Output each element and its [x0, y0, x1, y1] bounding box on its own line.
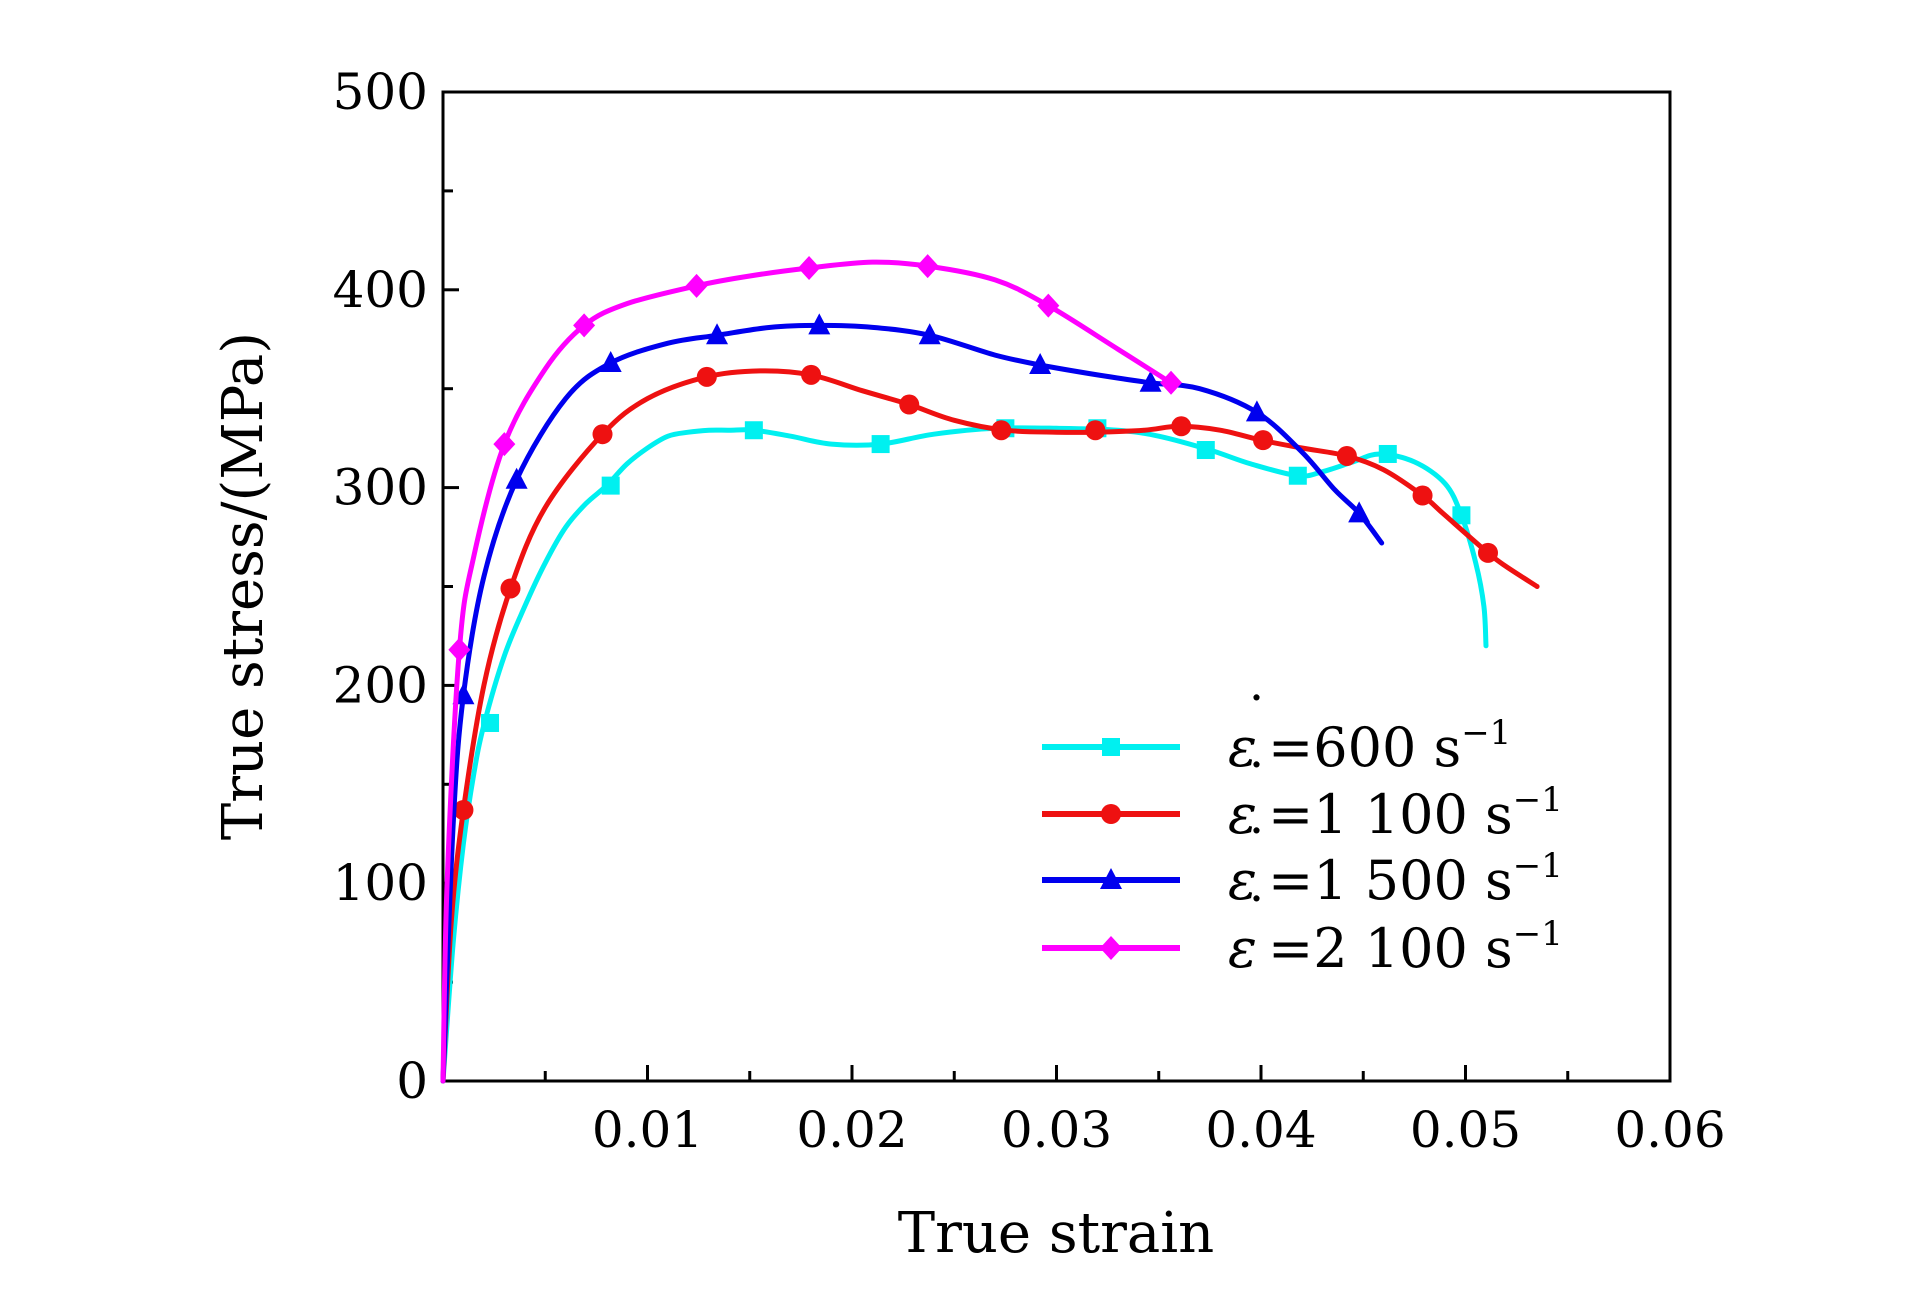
data-point — [801, 364, 822, 385]
y-axis-ticks: 0 100 200 300 400 500 — [333, 63, 459, 1110]
data-point — [448, 637, 471, 662]
data-point — [1245, 400, 1268, 422]
data-point — [493, 432, 516, 457]
data-point — [1477, 542, 1498, 563]
data-point — [685, 273, 708, 298]
data-point — [798, 256, 821, 281]
data-point — [1288, 466, 1307, 485]
legend-marker — [1100, 868, 1122, 889]
x-tick-label: 0.02 — [796, 1101, 907, 1159]
data-point — [1253, 430, 1274, 451]
y-tick-label: 0 — [396, 1052, 428, 1110]
data-point — [453, 800, 474, 821]
data-point — [706, 323, 729, 345]
data-point — [1196, 441, 1215, 460]
y-tick-label: 200 — [333, 656, 428, 714]
data-point — [599, 350, 622, 372]
data-point — [1160, 370, 1183, 395]
legend-marker — [1100, 936, 1122, 960]
series-2100 — [440, 254, 1183, 1084]
legend-entry-2100: ε˙=2 100 s−1 — [1042, 887, 1563, 980]
series-line-1100 — [440, 368, 1540, 1084]
data-point — [991, 420, 1012, 441]
data-point — [916, 254, 939, 279]
data-point — [500, 578, 521, 599]
legend-label: ε˙=1 500 s−1 — [1228, 819, 1563, 912]
data-point — [505, 467, 528, 489]
data-point — [871, 435, 890, 454]
series-line-600 — [440, 425, 1489, 1084]
y-tick-label: 300 — [333, 459, 428, 517]
series-layer — [440, 254, 1540, 1084]
x-tick-label: 0.01 — [592, 1101, 703, 1159]
data-point — [808, 313, 831, 335]
legend: ε˙=600 s−1ε˙=1 100 s−1ε˙=1 500 s−1ε˙=2 1… — [1042, 686, 1563, 980]
y-tick-label: 400 — [333, 261, 428, 319]
x-tick-label: 0.03 — [1001, 1101, 1112, 1159]
series-line-2100 — [440, 259, 1174, 1084]
data-point — [1037, 293, 1060, 318]
data-point — [573, 313, 596, 338]
data-point — [601, 476, 620, 495]
data-point — [1085, 420, 1106, 441]
legend-label: ε˙=600 s−1 — [1228, 686, 1511, 779]
data-point — [481, 713, 500, 732]
legend-marker — [1102, 738, 1120, 756]
legend-entry-1500: ε˙=1 500 s−1 — [1042, 819, 1563, 912]
legend-entry-1100: ε˙=1 100 s−1 — [1042, 753, 1563, 846]
data-point — [1029, 352, 1052, 374]
x-tick-label: 0.04 — [1205, 1101, 1316, 1159]
data-point — [1378, 444, 1397, 463]
data-point — [1452, 506, 1471, 525]
data-point — [899, 394, 920, 415]
data-point — [1336, 445, 1357, 466]
x-tick-label: 0.06 — [1614, 1101, 1725, 1159]
y-axis-title: True stress/(MPa) — [211, 332, 276, 840]
legend-entry-600: ε˙=600 s−1 — [1042, 686, 1511, 779]
series-1100 — [440, 364, 1540, 1084]
y-tick-label: 500 — [333, 63, 428, 121]
data-point — [696, 366, 717, 387]
data-point — [1412, 485, 1433, 506]
legend-marker — [1101, 804, 1121, 824]
y-tick-label: 100 — [333, 854, 428, 912]
x-axis-ticks: 0.01 0.02 0.03 0.04 0.05 0.06 — [543, 1065, 1726, 1159]
data-point — [918, 323, 941, 345]
legend-label: ε˙=2 100 s−1 — [1228, 887, 1563, 980]
legend-label: ε˙=1 100 s−1 — [1228, 753, 1563, 846]
data-point — [1348, 501, 1371, 523]
x-axis-title: True strain — [898, 1201, 1215, 1266]
x-tick-label: 0.05 — [1410, 1101, 1521, 1159]
data-point — [1139, 370, 1162, 392]
data-point — [1171, 416, 1192, 437]
data-point — [744, 421, 763, 440]
data-point — [592, 424, 613, 445]
